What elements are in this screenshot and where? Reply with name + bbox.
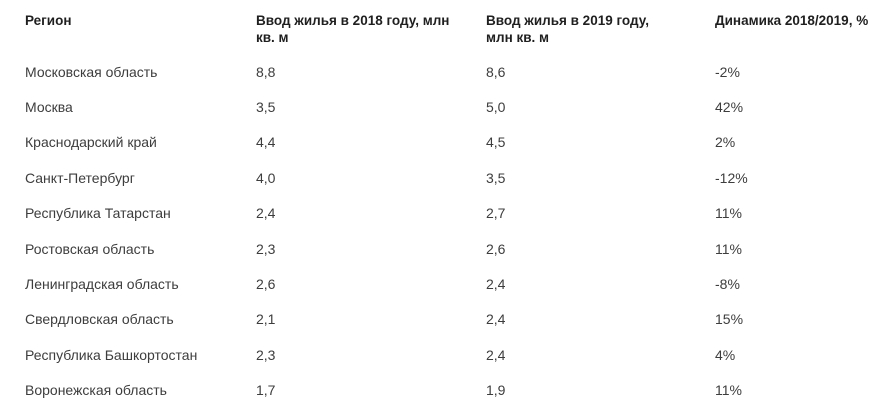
table-header-row: Регион Ввод жилья в 2018 году, млн кв. м… — [25, 12, 882, 54]
value-2018-cell: 2,1 — [256, 311, 276, 328]
table-row: Республика Башкортостан 2,3 2,4 4% — [25, 337, 882, 372]
region-name-cell: Краснодарский край — [25, 134, 157, 151]
table-row: Московская область 8,8 8,6 -2% — [25, 54, 882, 89]
value-2018-cell: 2,3 — [256, 346, 276, 363]
value-2018-cell: 8,8 — [256, 63, 276, 80]
dynamics-cell: -12% — [715, 169, 748, 186]
value-2019-cell: 4,5 — [486, 134, 506, 151]
table-row: Москва 3,5 5,0 42% — [25, 89, 882, 124]
region-name-cell: Санкт-Петербург — [25, 169, 135, 186]
table-row: Санкт-Петербург 4,0 3,5 -12% — [25, 160, 882, 195]
column-header-dynamics: Динамика 2018/2019, % — [715, 13, 869, 28]
table-row: Ленинградская область 2,6 2,4 -8% — [25, 266, 882, 301]
value-2018-cell: 4,0 — [256, 169, 276, 186]
dynamics-cell: 15% — [715, 311, 744, 328]
table-body: Московская область 8,8 8,6 -2% Москва 3,… — [25, 54, 882, 408]
value-2019-cell: 3,5 — [486, 169, 506, 186]
value-2019-cell: 2,4 — [486, 346, 506, 363]
table-row: Краснодарский край 4,4 4,5 2% — [25, 125, 882, 160]
dynamics-cell: 2% — [715, 134, 736, 151]
column-header-2018: Ввод жилья в 2018 году, млн кв. м — [256, 13, 450, 45]
dynamics-cell: -8% — [715, 276, 740, 293]
value-2018-cell: 1,7 — [256, 382, 276, 399]
table-row: Ростовская область 2,3 2,6 11% — [25, 231, 882, 266]
dynamics-cell: 4% — [715, 346, 736, 363]
region-name-cell: Свердловская область — [25, 311, 174, 328]
value-2018-cell: 3,5 — [256, 99, 276, 116]
value-2019-cell: 2,6 — [486, 240, 506, 257]
region-name-cell: Ленинградская область — [25, 276, 179, 293]
dynamics-cell: -2% — [715, 63, 740, 80]
value-2019-cell: 5,0 — [486, 99, 506, 116]
column-header-2019: Ввод жилья в 2019 году, млн кв. м — [486, 13, 649, 45]
dynamics-cell: 11% — [715, 240, 742, 257]
table-row: Воронежская область 1,7 1,9 11% — [25, 373, 882, 408]
value-2019-cell: 2,7 — [486, 205, 506, 222]
region-name-cell: Москва — [25, 99, 73, 116]
dynamics-cell: 11% — [715, 382, 742, 399]
value-2018-cell: 2,3 — [256, 240, 276, 257]
value-2018-cell: 4,4 — [256, 134, 276, 151]
value-2018-cell: 2,4 — [256, 205, 276, 222]
table-row: Свердловская область 2,1 2,4 15% — [25, 302, 882, 337]
value-2019-cell: 2,4 — [486, 276, 506, 293]
dynamics-cell: 42% — [715, 99, 744, 116]
region-name-cell: Воронежская область — [25, 382, 167, 399]
value-2019-cell: 2,4 — [486, 311, 506, 328]
column-header-region: Регион — [25, 13, 72, 28]
region-name-cell: Республика Татарстан — [25, 205, 171, 222]
value-2019-cell: 8,6 — [486, 63, 506, 80]
region-name-cell: Республика Башкортостан — [25, 346, 198, 363]
dynamics-cell: 11% — [715, 205, 742, 222]
value-2018-cell: 2,6 — [256, 276, 276, 293]
region-name-cell: Ростовская область — [25, 240, 155, 257]
region-name-cell: Московская область — [25, 63, 158, 80]
table-row: Республика Татарстан 2,4 2,7 11% — [25, 196, 882, 231]
value-2019-cell: 1,9 — [486, 382, 506, 399]
